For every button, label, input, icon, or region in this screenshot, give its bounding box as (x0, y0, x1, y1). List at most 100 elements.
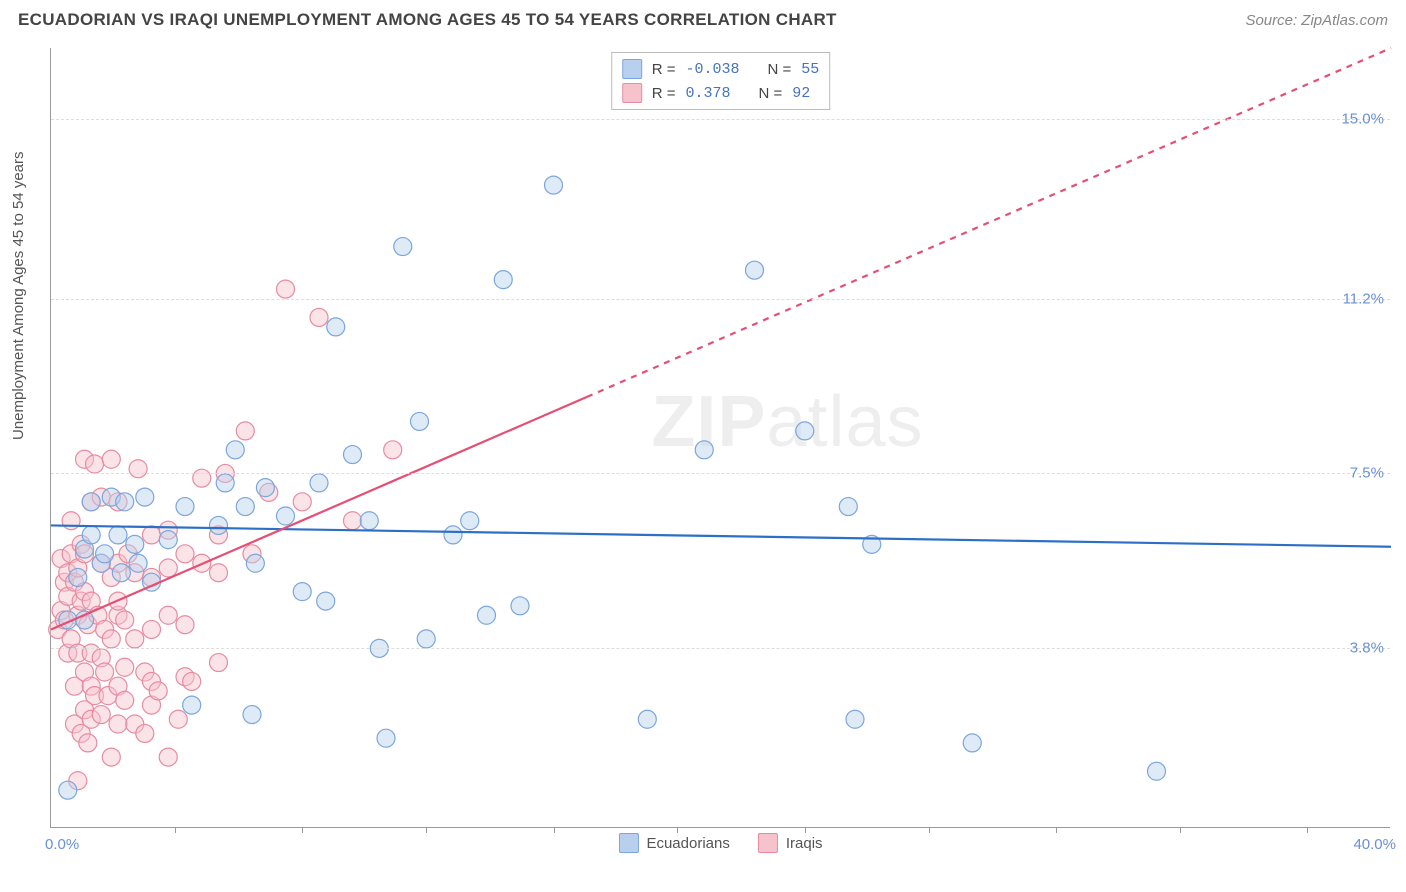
data-point (129, 554, 147, 572)
data-point (62, 512, 80, 530)
r-value-iraqi: 0.378 (685, 85, 730, 102)
n-value-iraqi: 92 (792, 85, 810, 102)
data-point (102, 748, 120, 766)
swatch-ecuadorian-icon (618, 833, 638, 853)
x-tick (554, 827, 555, 833)
data-point (116, 611, 134, 629)
data-point (126, 535, 144, 553)
data-point (169, 710, 187, 728)
data-point (136, 724, 154, 742)
data-point (638, 710, 656, 728)
data-point (149, 682, 167, 700)
data-point (796, 422, 814, 440)
legend-label-iraqi: Iraqis (786, 835, 823, 852)
data-point (846, 710, 864, 728)
n-value-ecuadorian: 55 (801, 61, 819, 78)
data-point (210, 564, 228, 582)
data-point (246, 554, 264, 572)
data-point (96, 545, 114, 563)
data-point (159, 606, 177, 624)
plot-svg (51, 48, 1390, 827)
data-point (102, 450, 120, 468)
data-point (129, 460, 147, 478)
gridline (51, 648, 1390, 649)
x-tick (1180, 827, 1181, 833)
data-point (210, 654, 228, 672)
data-point (293, 583, 311, 601)
swatch-iraqi (622, 83, 642, 103)
x-tick (1056, 827, 1057, 833)
data-point (176, 545, 194, 563)
data-point (143, 526, 161, 544)
data-point (344, 446, 362, 464)
data-point (102, 630, 120, 648)
data-point (746, 261, 764, 279)
data-point (82, 526, 100, 544)
data-point (76, 611, 94, 629)
data-point (444, 526, 462, 544)
data-point (293, 493, 311, 511)
data-point (277, 280, 295, 298)
data-point (143, 620, 161, 638)
chart-header: ECUADORIAN VS IRAQI UNEMPLOYMENT AMONG A… (0, 0, 1406, 34)
legend-item-ecuadorian: Ecuadorians (618, 833, 729, 853)
data-point (193, 469, 211, 487)
x-max-label: 40.0% (1353, 836, 1396, 853)
data-point (159, 748, 177, 766)
x-tick (929, 827, 930, 833)
data-point (112, 564, 130, 582)
chart-title: ECUADORIAN VS IRAQI UNEMPLOYMENT AMONG A… (18, 10, 837, 30)
r-value-ecuadorian: -0.038 (685, 61, 739, 78)
x-min-label: 0.0% (45, 836, 79, 853)
x-tick (175, 827, 176, 833)
swatch-iraqi-icon (758, 833, 778, 853)
data-point (126, 630, 144, 648)
x-tick (677, 827, 678, 833)
gridline (51, 119, 1390, 120)
data-point (417, 630, 435, 648)
data-point (327, 318, 345, 336)
data-point (695, 441, 713, 459)
data-point (243, 706, 261, 724)
data-point (1148, 762, 1166, 780)
gridline (51, 299, 1390, 300)
data-point (344, 512, 362, 530)
data-point (210, 516, 228, 534)
data-point (116, 691, 134, 709)
legend-label-ecuadorian: Ecuadorians (646, 835, 729, 852)
legend-row-ecuadorian: R = -0.038 N = 55 (622, 57, 820, 81)
data-point (86, 455, 104, 473)
data-point (116, 493, 134, 511)
data-point (461, 512, 479, 530)
data-point (159, 559, 177, 577)
data-point (839, 498, 857, 516)
series-legend: Ecuadorians Iraqis (618, 833, 822, 853)
data-point (159, 531, 177, 549)
data-point (394, 238, 412, 256)
data-point (109, 715, 127, 733)
y-tick-label: 15.0% (1341, 110, 1384, 127)
data-point (116, 658, 134, 676)
x-tick (426, 827, 427, 833)
source-label: Source: ZipAtlas.com (1245, 12, 1388, 29)
data-point (136, 488, 154, 506)
data-point (183, 696, 201, 714)
data-point (360, 512, 378, 530)
data-point (236, 422, 254, 440)
data-point (277, 507, 295, 525)
data-point (377, 729, 395, 747)
data-point (176, 498, 194, 516)
legend-item-iraqi: Iraqis (758, 833, 823, 853)
data-point (511, 597, 529, 615)
data-point (384, 441, 402, 459)
legend-row-iraqi: R = 0.378 N = 92 (622, 81, 820, 105)
data-point (96, 663, 114, 681)
data-point (310, 474, 328, 492)
x-tick (1307, 827, 1308, 833)
data-point (256, 479, 274, 497)
gridline (51, 473, 1390, 474)
data-point (236, 498, 254, 516)
data-point (317, 592, 335, 610)
correlation-legend: R = -0.038 N = 55 R = 0.378 N = 92 (611, 52, 831, 110)
y-tick-label: 3.8% (1350, 640, 1384, 657)
